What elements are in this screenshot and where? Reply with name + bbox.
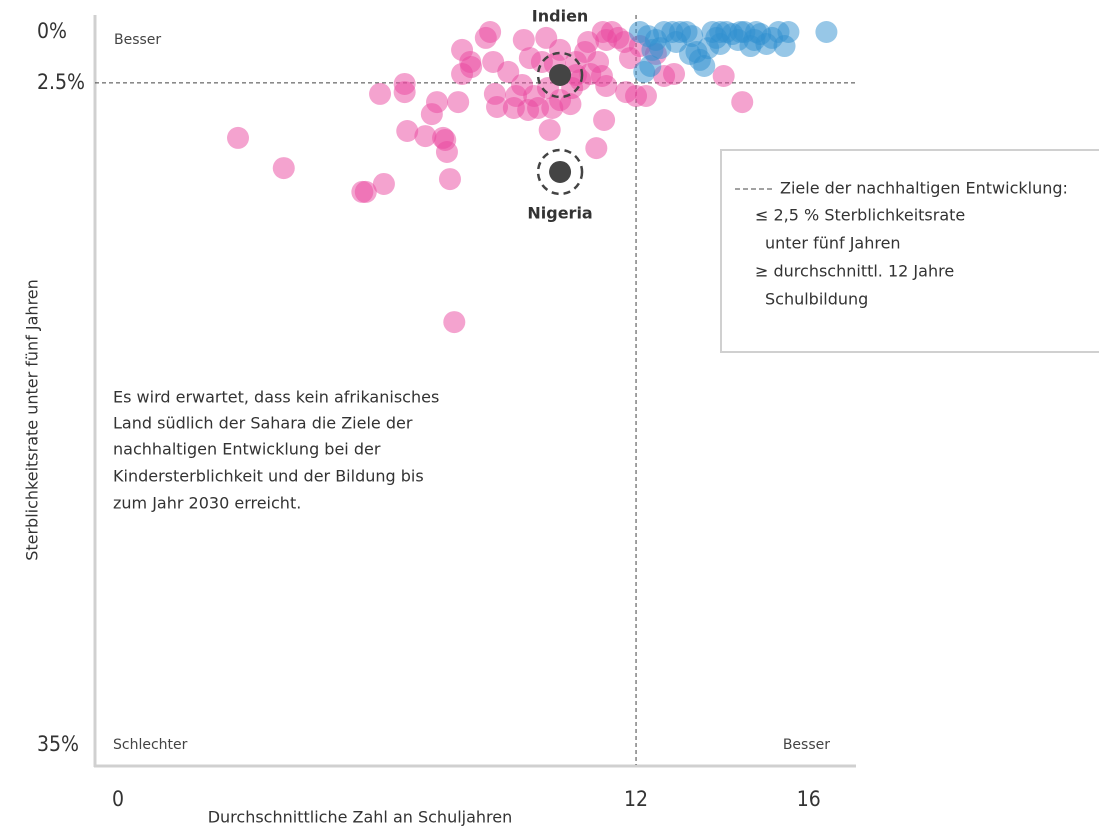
highlight-point (549, 63, 572, 86)
point (549, 38, 572, 61)
legend-line: ≥ durchschnittl. 12 Jahre (755, 262, 954, 281)
y-tick-label: 35% (37, 732, 79, 756)
x-axis-label: Durchschnittliche Zahl an Schuljahren (208, 808, 513, 827)
highlight-ring (536, 148, 584, 196)
legend-line: Schulbildung (765, 290, 868, 309)
highlight-label: Nigeria (527, 203, 592, 222)
point (451, 38, 474, 61)
point (369, 82, 392, 105)
point (227, 126, 250, 149)
note-line: Kindersterblichkeit und der Bildung bis (113, 467, 424, 486)
point (372, 172, 395, 195)
note-line: Es wird erwartet, dass kein afrikanische… (113, 388, 439, 407)
point (447, 91, 470, 114)
point (396, 120, 419, 143)
point (593, 109, 616, 132)
point (393, 81, 416, 104)
point (479, 21, 502, 43)
point (777, 21, 800, 43)
point (354, 180, 377, 203)
point (634, 84, 657, 107)
corner-label: Besser (783, 737, 830, 753)
point (512, 28, 535, 51)
point (426, 91, 449, 114)
point (549, 89, 572, 112)
corner-label: Schlechter (113, 737, 188, 753)
point (815, 21, 838, 43)
point (731, 91, 754, 114)
point (443, 311, 466, 334)
point (585, 137, 608, 160)
legend-line: ≤ 2,5 % Sterblichkeitsrate (755, 206, 965, 225)
point (486, 95, 509, 118)
point (460, 56, 483, 79)
point (649, 37, 672, 60)
point (414, 125, 437, 148)
legend-line: unter fünf Jahren (765, 234, 901, 253)
point (538, 118, 561, 141)
point (497, 60, 520, 83)
highlight-label: Indien (532, 6, 589, 25)
y-tick-label: 2.5% (37, 70, 85, 94)
highlight-ring (536, 51, 584, 99)
highlight-point (549, 160, 572, 183)
point (639, 55, 662, 78)
point (438, 168, 461, 191)
x-tick-label: 0 (112, 787, 124, 811)
point (272, 157, 295, 180)
legend-title: Ziele der nachhaltigen Entwicklung: (780, 179, 1068, 198)
point (435, 140, 458, 163)
y-tick-label: 0% (37, 19, 67, 43)
x-tick-label: 16 (797, 787, 821, 811)
y-axis-label: Sterblichkeitsrate unter fünf Jahren (23, 279, 42, 561)
point (743, 28, 766, 51)
legend-box (720, 149, 1099, 353)
note-line: zum Jahr 2030 erreicht. (113, 494, 301, 513)
point (712, 65, 735, 88)
x-tick-label: 12 (624, 787, 648, 811)
corner-label: Besser (114, 32, 161, 48)
point (709, 21, 732, 43)
note-line: Land südlich der Sahara die Ziele der (113, 414, 413, 433)
note-line: nachhaltigen Entwicklung bei der (113, 440, 381, 459)
point (595, 74, 618, 97)
